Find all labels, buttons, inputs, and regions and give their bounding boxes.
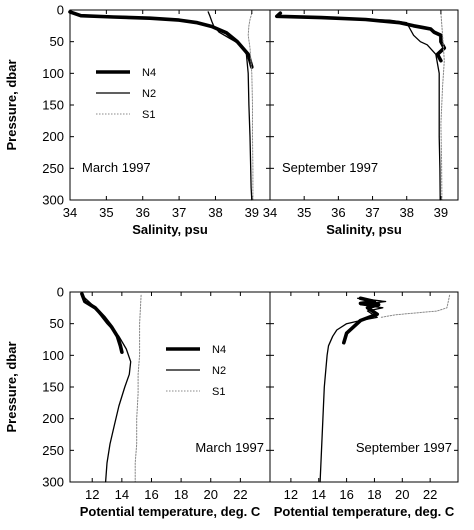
x-tick-label: 39	[245, 205, 259, 220]
panel-label: September 1997	[282, 160, 378, 175]
legend-label: N2	[212, 365, 226, 377]
x-tick-label: 12	[85, 487, 99, 502]
x-tick-label: 38	[399, 205, 413, 220]
y-tick-label: 50	[50, 316, 64, 331]
x-tick-label: 35	[99, 205, 113, 220]
x-tick-label: 34	[63, 205, 77, 220]
series-line-n2	[81, 294, 132, 483]
chart-panel: 0 50 100 150 200 250 300 12 14 16 18 20 22 Potential …	[4, 285, 271, 519]
legend: N4 N2 S1	[96, 67, 156, 121]
x-axis-label: Salinity, psu	[326, 222, 402, 237]
x-axis-label: Potential temperature, deg. C	[274, 504, 455, 519]
x-tick-label: 22	[423, 487, 437, 502]
y-tick-label: 150	[42, 98, 64, 113]
y-tick-label: 100	[42, 348, 64, 363]
y-tick-label: 250	[42, 443, 64, 458]
series-line-s1	[440, 12, 445, 201]
y-tick-label: 150	[42, 380, 64, 395]
y-tick-label: 100	[42, 66, 64, 81]
legend-label: S1	[142, 109, 155, 121]
y-tick-label: 0	[57, 3, 64, 18]
y-axis-label: Pressure, dbar	[4, 341, 19, 432]
x-tick-label: 20	[204, 487, 218, 502]
x-tick-label: 22	[233, 487, 247, 502]
x-tick-label: 39	[434, 205, 448, 220]
x-tick-label: 16	[339, 487, 353, 502]
series-line-s1	[380, 294, 451, 318]
y-axis-label: Pressure, dbar	[4, 59, 19, 150]
x-axis-label: Salinity, psu	[132, 222, 208, 237]
x-tick-label: 18	[367, 487, 381, 502]
legend-label: N2	[142, 88, 156, 100]
panel-label: September 1997	[356, 440, 452, 455]
series-line-n2	[319, 297, 387, 483]
legend-label: N4	[212, 344, 226, 356]
x-tick-label: 14	[312, 487, 326, 502]
y-tick-label: 200	[42, 129, 64, 144]
series-line-n4	[80, 292, 124, 355]
x-tick-label: 16	[144, 487, 158, 502]
y-tick-label: 50	[50, 34, 64, 49]
x-tick-label: 35	[297, 205, 311, 220]
y-tick-label: 250	[42, 161, 64, 176]
panel-label: March 1997	[82, 160, 151, 175]
series-line-s1	[247, 12, 254, 201]
series-line-n2	[207, 11, 253, 201]
legend-label: S1	[212, 386, 225, 398]
series-line-s1	[134, 294, 142, 483]
y-tick-label: 0	[57, 285, 64, 300]
series-line-n4	[68, 10, 254, 69]
x-tick-label: 18	[174, 487, 188, 502]
x-tick-label: 36	[331, 205, 345, 220]
series-line-n4	[274, 11, 447, 63]
y-tick-label: 300	[42, 193, 64, 208]
x-tick-label: 34	[263, 205, 277, 220]
y-tick-label: 300	[42, 475, 64, 490]
x-tick-label: 37	[172, 205, 186, 220]
x-tick-label: 38	[208, 205, 222, 220]
legend-label: N4	[142, 67, 156, 79]
x-tick-label: 36	[135, 205, 149, 220]
x-axis-label: Potential temperature, deg. C	[80, 504, 261, 519]
y-tick-label: 200	[42, 411, 64, 426]
chart-panel: 12 14 16 18 20 22 Potential temperature, deg. …	[269, 291, 459, 519]
series-line-n4	[341, 296, 381, 345]
x-tick-label: 14	[115, 487, 129, 502]
x-tick-label: 37	[365, 205, 379, 220]
panel-label: March 1997	[195, 440, 264, 455]
chart-panel: 34 35 36 37 38 39 Salinity, psu September 1997	[263, 9, 459, 237]
series-line-n2	[279, 15, 441, 201]
x-tick-label: 20	[395, 487, 409, 502]
x-tick-label: 12	[284, 487, 298, 502]
legend: N4 N2 S1	[166, 344, 226, 398]
